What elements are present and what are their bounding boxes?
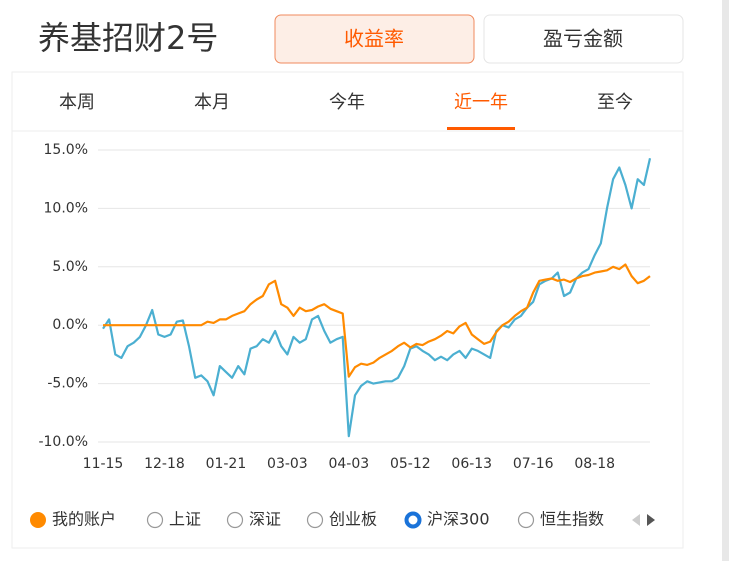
y-tick-label: 15.0% [44, 142, 88, 158]
tab[interactable]: 本月 [194, 92, 230, 113]
x-tick-label: 08-18 [574, 456, 615, 472]
page-title: 养基招财2号 [38, 19, 218, 57]
toggle-label: 收益率 [344, 27, 404, 51]
tab[interactable]: 近一年 [454, 92, 508, 113]
x-tick-label: 06-13 [451, 456, 492, 472]
y-tick-label: -5.0% [47, 376, 88, 392]
y-tick-label: 5.0% [52, 259, 88, 275]
legend-label[interactable]: 恒生指数 [540, 510, 604, 529]
x-tick-label: 07-16 [513, 456, 554, 472]
legend-label[interactable]: 沪深300 [427, 510, 490, 529]
legend-label[interactable]: 上证 [169, 510, 201, 529]
series-line [102, 157, 652, 438]
legend-label[interactable]: 深证 [249, 510, 281, 529]
x-tick-label: 03-03 [267, 456, 308, 472]
card [11, 71, 684, 549]
series-line [103, 263, 651, 378]
legend-marker[interactable] [404, 511, 422, 529]
legend-marker[interactable] [30, 512, 46, 528]
legend-marker[interactable] [226, 511, 244, 529]
tab[interactable]: 今年 [329, 92, 365, 113]
legend-label[interactable]: 我的账户 [52, 510, 116, 529]
legend-prev[interactable] [632, 514, 640, 526]
y-tick-label: 0.0% [52, 317, 88, 333]
x-tick-label: 11-15 [83, 456, 124, 472]
x-tick-label: 12-18 [144, 456, 185, 472]
legend-marker[interactable] [306, 511, 324, 529]
toggle-button[interactable] [483, 14, 684, 64]
tab[interactable]: 本周 [59, 92, 95, 113]
y-tick-label: -10.0% [38, 434, 88, 450]
x-tick-label: 04-03 [328, 456, 369, 472]
legend-next[interactable] [647, 514, 655, 526]
y-tick-label: 10.0% [44, 200, 88, 216]
toggle-label: 盈亏金额 [543, 27, 623, 51]
x-tick-label: 05-12 [390, 456, 431, 472]
scrollbar [722, 0, 729, 561]
legend-marker[interactable] [517, 511, 535, 529]
legend-marker[interactable] [146, 511, 164, 529]
tab[interactable]: 至今 [597, 92, 633, 113]
tab-underline [447, 127, 515, 130]
legend-label[interactable]: 创业板 [329, 510, 377, 529]
x-tick-label: 01-21 [206, 456, 247, 472]
toggle-button[interactable] [274, 14, 475, 64]
